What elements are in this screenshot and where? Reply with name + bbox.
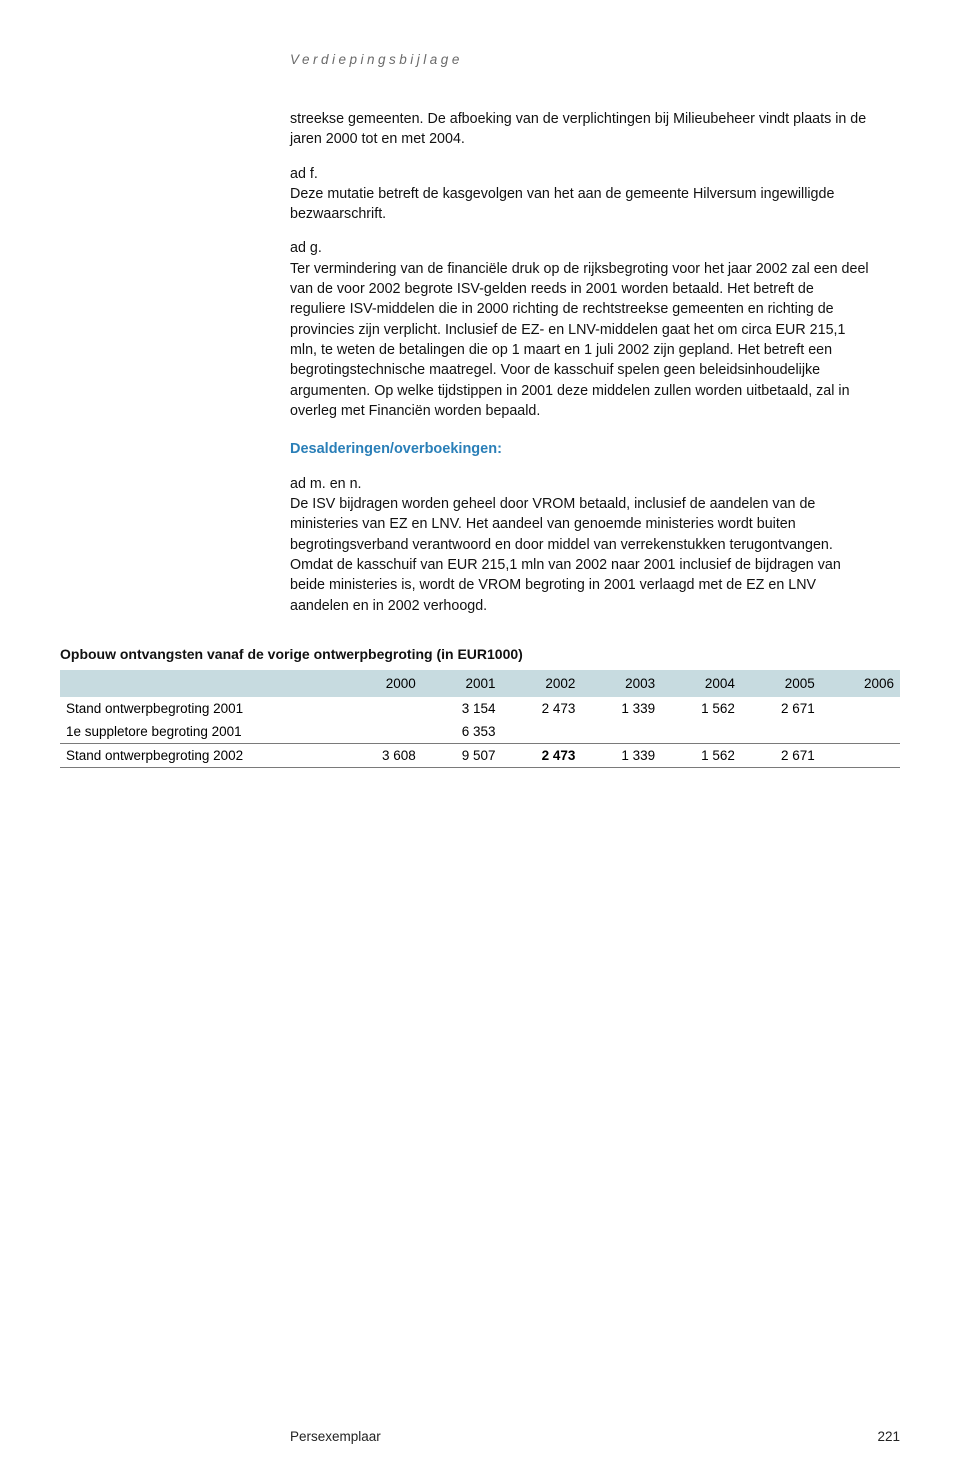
total-cell: 1 562 [661,743,741,767]
para-intro: streekse gemeenten. De afboeking van de … [290,109,870,150]
cell [661,720,741,744]
cell [502,720,582,744]
cell [342,697,422,720]
table-title: Opbouw ontvangsten vanaf de vorige ontwe… [60,646,900,662]
lead-ad-f: ad f. [290,166,318,182]
cell [741,720,821,744]
total-cell: 1 339 [581,743,661,767]
para-ad-g: ad g. Ter vermindering van de financiële… [290,238,870,421]
table-header-label [60,670,342,697]
table-header-2002: 2002 [502,670,582,697]
subheading-desalderingen: Desalderingen/overboekingen: [290,439,870,460]
total-cell: 3 608 [342,743,422,767]
total-label: Stand ontwerpbegroting 2002 [60,743,342,767]
table-row: 1e suppletore begroting 2001 6 353 [60,720,900,744]
cell: 2 671 [741,697,821,720]
para-ad-f: ad f. Deze mutatie betreft de kasgevolge… [290,164,870,225]
row-label: Stand ontwerpbegroting 2001 [60,697,342,720]
footer-center-text: Persexemplaar [290,1429,381,1444]
text-ad-mn: De ISV bijdragen worden geheel door VROM… [290,496,841,613]
total-cell-bold: 2 473 [502,743,582,767]
text-ad-f: Deze mutatie betreft de kasgevolgen van … [290,186,834,222]
table-header-2003: 2003 [581,670,661,697]
total-cell [821,743,900,767]
table-header-2005: 2005 [741,670,821,697]
para-ad-mn: ad m. en n. De ISV bijdragen worden gehe… [290,474,870,616]
total-cell: 2 671 [741,743,821,767]
row-label: 1e suppletore begroting 2001 [60,720,342,744]
table-header-2001: 2001 [422,670,502,697]
cell: 3 154 [422,697,502,720]
cell: 2 473 [502,697,582,720]
total-cell: 9 507 [422,743,502,767]
cell: 6 353 [422,720,502,744]
table-header-row: 2000 2001 2002 2003 2004 2005 2006 [60,670,900,697]
cell: 1 339 [581,697,661,720]
receipts-table: 2000 2001 2002 2003 2004 2005 2006 Stand… [60,670,900,768]
text-ad-g: Ter vermindering van de financiële druk … [290,261,869,419]
cell [821,697,900,720]
cell [581,720,661,744]
table-header-2006: 2006 [821,670,900,697]
table-header-2000: 2000 [342,670,422,697]
page-container: Verdiepingsbijlage streekse gemeenten. D… [0,0,960,1469]
table-row: Stand ontwerpbegroting 2001 3 154 2 473 … [60,697,900,720]
table-header-2004: 2004 [661,670,741,697]
lead-ad-mn: ad m. en n. [290,476,362,492]
cell: 1 562 [661,697,741,720]
table-total-row: Stand ontwerpbegroting 2002 3 608 9 507 … [60,743,900,767]
lead-ad-g: ad g. [290,240,322,256]
cell [342,720,422,744]
body-column: streekse gemeenten. De afboeking van de … [290,109,870,616]
cell [821,720,900,744]
footer-page-number: 221 [877,1429,900,1444]
running-head: Verdiepingsbijlage [290,52,900,67]
